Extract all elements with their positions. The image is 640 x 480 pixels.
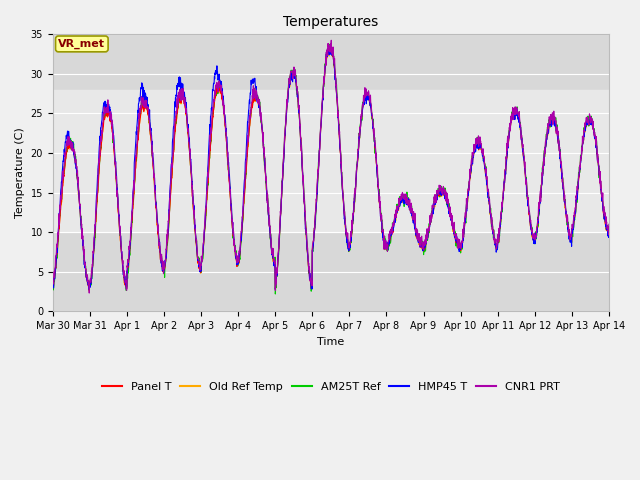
Old Ref Temp	[589, 123, 597, 129]
Panel T	[319, 84, 327, 90]
CNR1 PRT	[77, 218, 85, 224]
Panel T	[49, 285, 56, 291]
HMP45 T	[49, 286, 56, 291]
AM25T Ref	[605, 228, 612, 233]
Panel T	[324, 45, 332, 51]
CNR1 PRT	[589, 118, 597, 124]
X-axis label: Time: Time	[317, 336, 344, 347]
Old Ref Temp	[49, 286, 56, 291]
HMP45 T	[305, 266, 312, 272]
Old Ref Temp	[327, 43, 335, 48]
Line: HMP45 T: HMP45 T	[52, 48, 609, 289]
AM25T Ref	[319, 82, 327, 87]
AM25T Ref	[488, 215, 495, 221]
CNR1 PRT	[85, 290, 93, 296]
HMP45 T	[589, 124, 597, 130]
Old Ref Temp	[605, 225, 612, 231]
CNR1 PRT	[488, 212, 495, 217]
CNR1 PRT	[605, 221, 612, 227]
HMP45 T	[319, 84, 327, 89]
Title: Temperatures: Temperatures	[284, 15, 378, 29]
CNR1 PRT	[305, 260, 312, 266]
CNR1 PRT	[319, 80, 327, 86]
Line: Panel T: Panel T	[52, 48, 609, 290]
Panel T	[605, 226, 612, 232]
Text: VR_met: VR_met	[58, 39, 106, 49]
Line: Old Ref Temp: Old Ref Temp	[52, 46, 609, 291]
HMP45 T	[85, 287, 93, 292]
AM25T Ref	[305, 265, 312, 271]
Panel T	[488, 215, 495, 221]
Legend: Panel T, Old Ref Temp, AM25T Ref, HMP45 T, CNR1 PRT: Panel T, Old Ref Temp, AM25T Ref, HMP45 …	[97, 378, 564, 396]
Old Ref Temp	[589, 124, 597, 130]
AM25T Ref	[49, 284, 56, 289]
Line: AM25T Ref: AM25T Ref	[52, 44, 609, 294]
HMP45 T	[488, 215, 495, 221]
Old Ref Temp	[77, 220, 85, 226]
Y-axis label: Temperature (C): Temperature (C)	[15, 127, 25, 218]
CNR1 PRT	[589, 122, 597, 128]
Old Ref Temp	[305, 268, 312, 274]
Panel T	[305, 266, 312, 272]
Old Ref Temp	[488, 213, 495, 219]
HMP45 T	[77, 225, 85, 231]
HMP45 T	[589, 122, 597, 128]
AM25T Ref	[271, 291, 279, 297]
Bar	[52, 90, 609, 232]
CNR1 PRT	[49, 279, 56, 285]
HMP45 T	[327, 45, 335, 50]
Old Ref Temp	[319, 83, 327, 89]
CNR1 PRT	[328, 37, 335, 43]
Panel T	[77, 220, 85, 226]
Line: CNR1 PRT: CNR1 PRT	[52, 40, 609, 293]
AM25T Ref	[589, 123, 597, 129]
AM25T Ref	[326, 41, 334, 47]
HMP45 T	[605, 228, 612, 234]
Panel T	[589, 123, 597, 129]
Panel T	[589, 126, 597, 132]
AM25T Ref	[77, 222, 85, 228]
Old Ref Temp	[85, 288, 93, 294]
AM25T Ref	[589, 119, 597, 124]
Panel T	[85, 287, 93, 293]
